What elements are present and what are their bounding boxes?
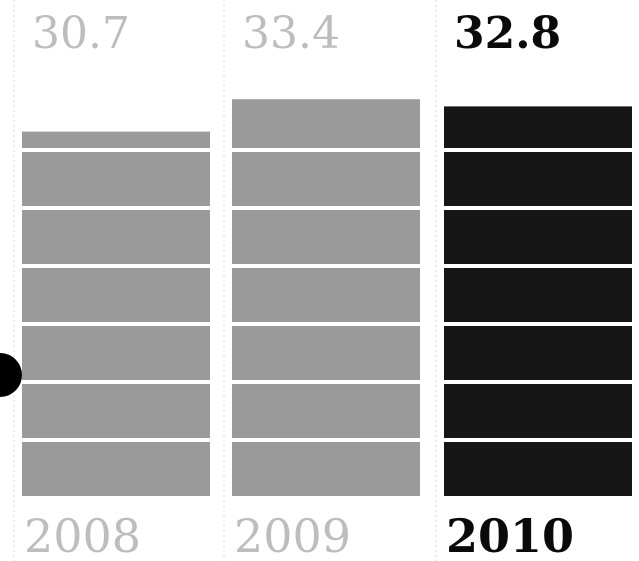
bar-segment	[444, 210, 632, 264]
bar-segment	[22, 326, 210, 380]
bar-segment	[444, 442, 632, 496]
bars-layer	[13, 0, 632, 561]
bar-segment	[444, 384, 632, 438]
bar-segment	[22, 152, 210, 206]
bar-segment	[232, 152, 420, 206]
bar-segment	[232, 384, 420, 438]
bar-segment	[444, 152, 632, 206]
bar-segment	[444, 268, 632, 322]
bar-segment	[232, 210, 420, 264]
category-label-2009: 2009	[234, 509, 351, 561]
bar-segment	[444, 326, 632, 380]
bar-segment	[22, 268, 210, 322]
bar-segment	[232, 442, 420, 496]
bar-segment	[444, 106, 632, 148]
marker-dot	[0, 353, 22, 397]
bar-segment	[232, 99, 420, 148]
value-label-2010: 32.8	[454, 8, 561, 59]
bar-2008	[22, 131, 210, 496]
value-label-2008: 30.7	[32, 8, 130, 59]
category-label-2008: 2008	[24, 509, 141, 561]
bar-segment	[22, 442, 210, 496]
bar-segment	[22, 384, 210, 438]
bar-segment	[232, 268, 420, 322]
value-label-2009: 33.4	[242, 8, 340, 59]
bar-segment	[22, 210, 210, 264]
bar-segment	[232, 326, 420, 380]
labels-layer: 30.7 2008 33.4 2009 32.8 2010	[24, 8, 574, 561]
bar-2010	[444, 106, 632, 496]
category-label-2010: 2010	[446, 509, 574, 561]
bar-2009	[232, 99, 420, 496]
bar-segment	[22, 131, 210, 148]
